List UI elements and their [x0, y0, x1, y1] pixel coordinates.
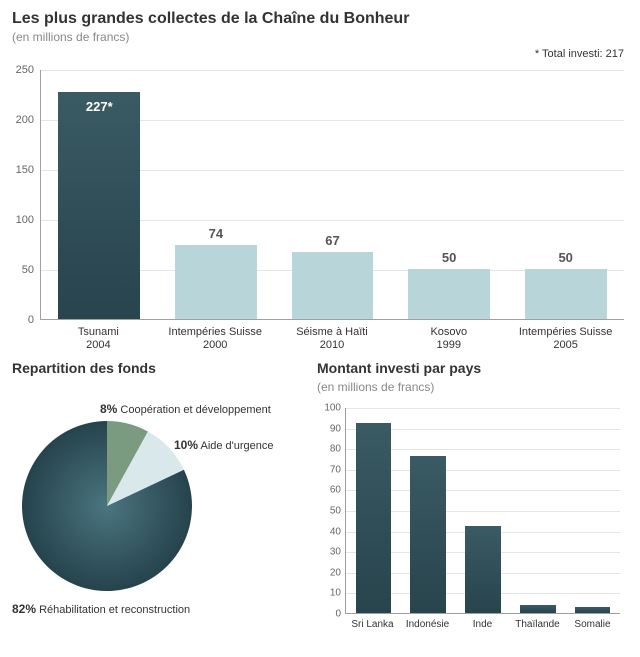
y-axis-label: 70 — [317, 464, 341, 475]
x-axis-label: Inde — [458, 619, 508, 630]
y-axis-label: 50 — [0, 264, 34, 276]
bar — [525, 269, 607, 319]
y-axis-label: 100 — [317, 403, 341, 414]
main-chart-subtitle: (en millions de francs) — [0, 28, 640, 48]
y-axis-label: 20 — [317, 567, 341, 578]
x-axis-label: Somalie — [568, 619, 618, 630]
bar — [465, 526, 501, 613]
bar — [520, 605, 556, 613]
bar-value: 50 — [397, 250, 502, 265]
bar — [58, 92, 140, 319]
bar — [292, 252, 374, 319]
y-axis-label: 90 — [317, 423, 341, 434]
x-axis-label: Intempéries Suisse2005 — [513, 326, 618, 352]
pie-label: 82% Réhabilitation et reconstruction — [12, 602, 190, 616]
country-chart-subtitle: (en millions de francs) — [317, 378, 628, 398]
y-axis-label: 100 — [0, 214, 34, 226]
y-axis-label: 50 — [317, 506, 341, 517]
y-axis-label: 60 — [317, 485, 341, 496]
main-chart-title: Les plus grandes collectes de la Chaîne … — [0, 0, 640, 28]
x-axis-label: Sri Lanka — [348, 619, 398, 630]
x-axis-label: Kosovo1999 — [396, 326, 501, 352]
x-axis-label: Séisme à Haïti2010 — [279, 326, 384, 352]
y-axis-label: 40 — [317, 526, 341, 537]
y-axis-label: 80 — [317, 444, 341, 455]
pie-label: 10% Aide d'urgence — [174, 438, 274, 452]
bar-value: 74 — [163, 226, 268, 241]
main-chart: 227* 74 67 50 50 Tsunami2004 Intempéries Suis… — [0, 62, 640, 352]
x-axis-label: Thaïlande — [513, 619, 563, 630]
pie-label: 8% Coopération et développement — [100, 402, 271, 416]
pie-chart-title: Repartition des fonds — [12, 360, 297, 378]
bar — [175, 245, 257, 319]
bar — [356, 423, 392, 613]
main-chart-footnote: * Total investi: 217 — [0, 48, 640, 62]
y-axis-label: 10 — [317, 588, 341, 599]
bar — [410, 456, 446, 613]
y-axis-label: 0 — [317, 609, 341, 620]
bar-value: 227* — [47, 99, 152, 114]
bar — [575, 607, 611, 613]
bar-value: 67 — [280, 233, 385, 248]
pie-chart: 8% Coopération et développement 10% Aide … — [12, 378, 297, 620]
country-chart-title: Montant investi par pays — [317, 360, 628, 378]
bar — [408, 269, 490, 319]
y-axis-label: 30 — [317, 547, 341, 558]
y-axis-label: 250 — [0, 64, 34, 76]
y-axis-label: 150 — [0, 164, 34, 176]
x-axis-label: Intempéries Suisse2000 — [163, 326, 268, 352]
x-axis-label: Tsunami2004 — [46, 326, 151, 352]
bar-value: 50 — [513, 250, 618, 265]
y-axis-label: 200 — [0, 114, 34, 126]
y-axis-label: 0 — [0, 314, 34, 326]
country-chart: Sri Lanka Indonésie Inde Thaïlande Somalie 0… — [317, 400, 628, 630]
x-axis-label: Indonésie — [403, 619, 453, 630]
